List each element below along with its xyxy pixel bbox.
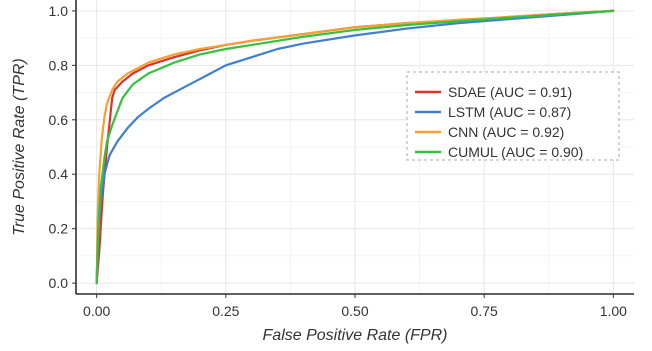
legend-label-0: SDAE (AUC = 0.91) [448, 84, 572, 100]
legend-box [406, 71, 620, 161]
legend-label-1: LSTM (AUC = 0.87) [448, 104, 571, 120]
legend-label-3: CUMUL (AUC = 0.90) [448, 144, 583, 160]
roc-curves [95, 9, 615, 285]
y-tick-label: 0.0 [49, 275, 69, 291]
x-tick-label: 0.25 [212, 303, 239, 319]
y-tick-label: 0.8 [49, 57, 69, 73]
x-tick-label: 0.75 [471, 303, 498, 319]
x-axis-ticks: 0.00 0.25 0.50 0.75 1.00 [83, 294, 627, 319]
major-gridlines [76, 0, 634, 294]
y-tick-label: 0.4 [49, 166, 69, 182]
series-line-2 [95, 9, 615, 285]
x-tick-label: 0.00 [83, 303, 110, 319]
legend-label-2: CNN (AUC = 0.92) [448, 124, 564, 140]
series-line-3 [95, 9, 615, 285]
y-axis-title: True Positive Rate (TPR) [11, 58, 28, 236]
x-tick-label: 1.00 [600, 303, 627, 319]
x-tick-label: 0.50 [341, 303, 368, 319]
y-tick-label: 1.0 [49, 3, 69, 19]
y-axis-ticks: 0.0 0.2 0.4 0.6 0.8 1.0 [49, 3, 76, 291]
series-line-1 [95, 9, 615, 285]
y-tick-label: 0.6 [49, 112, 69, 128]
x-axis-title: False Positive Rate (FPR) [263, 327, 448, 344]
y-tick-label: 0.2 [49, 221, 69, 237]
legend: SDAE (AUC = 0.91) LSTM (AUC = 0.87) CNN (A… [406, 71, 620, 161]
